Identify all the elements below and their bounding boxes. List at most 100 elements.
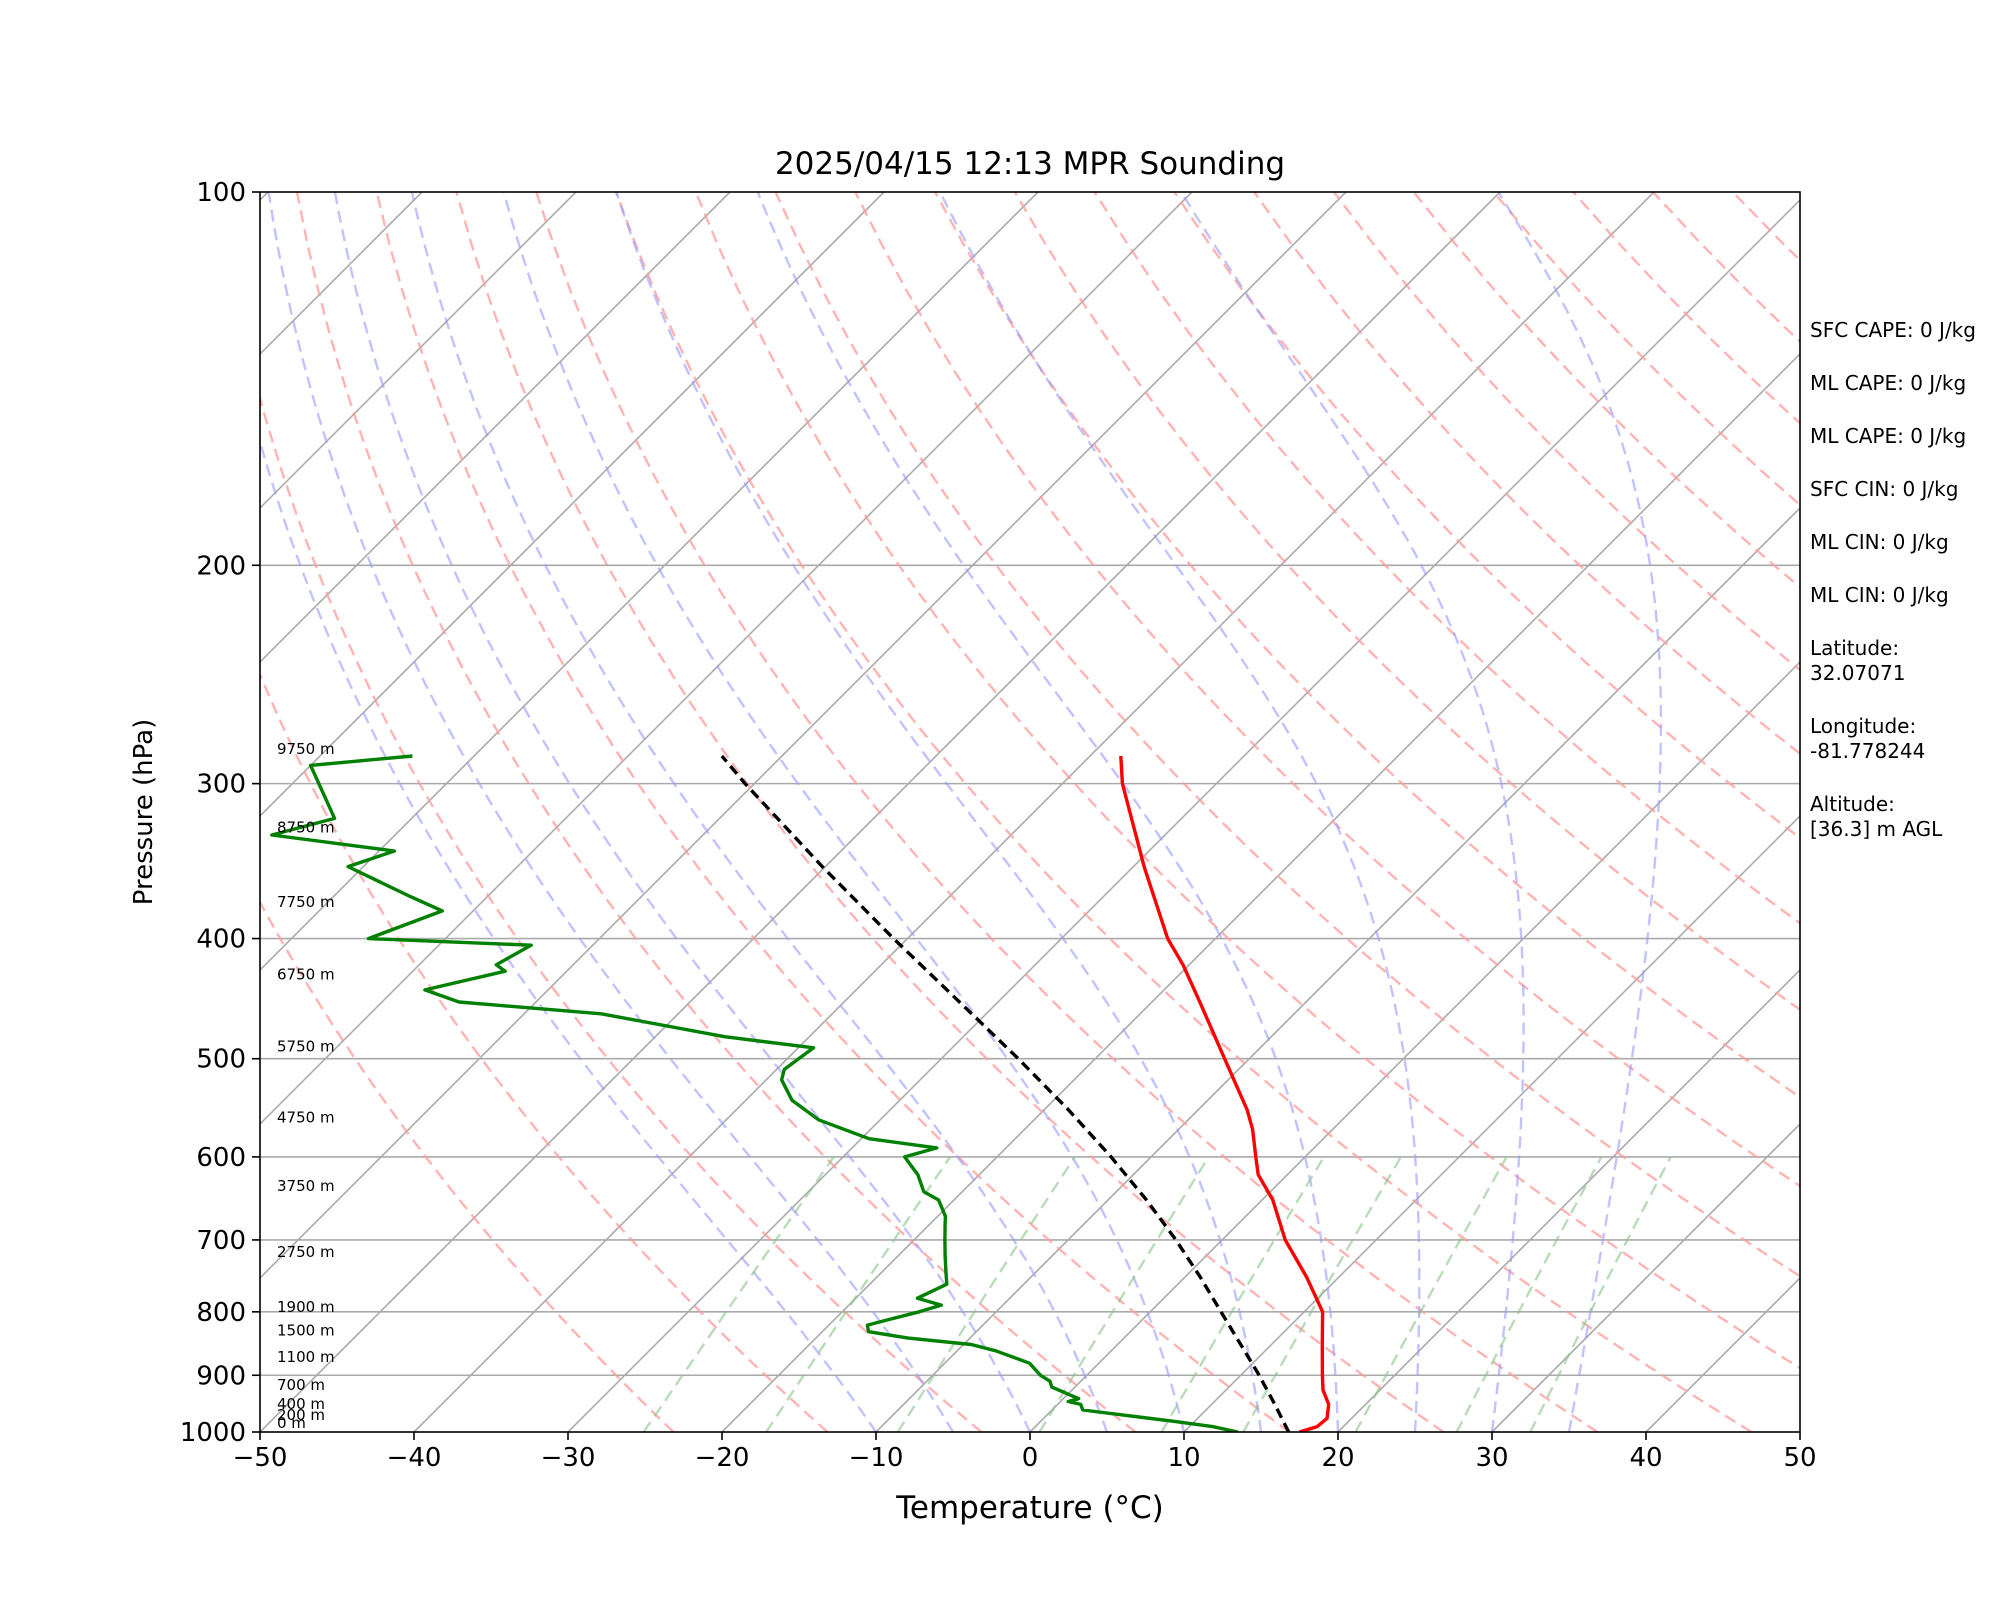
y-tick-label: 600 [196, 1143, 246, 1173]
isotherm-line [260, 192, 1193, 1126]
mixing-ratio-line [896, 1156, 1076, 1432]
dry-adiabat-line [260, 393, 983, 1432]
sounding-traces [270, 754, 1331, 1432]
ml-cin-text: ML CIN: 0 J/kg [1810, 530, 1949, 554]
x-tick-label: −30 [541, 1443, 596, 1473]
dry-adiabat-line [260, 899, 675, 1432]
sounding-series-3 [720, 754, 1291, 1432]
y-tick-label: 400 [196, 925, 246, 955]
dry-adiabat-line [295, 192, 1137, 1432]
moist-adiabat-line [1497, 192, 1663, 1432]
height-label: 5750 m [277, 1037, 335, 1055]
height-label: 400 m [277, 1395, 325, 1413]
sfc-cin-text: SFC CIN: 0 J/kg [1810, 477, 1959, 501]
mixing-ratio-line [642, 1156, 835, 1432]
moist-adiabat-line [756, 192, 1340, 1432]
x-tick-label: −20 [695, 1443, 750, 1473]
x-tick-label: 20 [1321, 1443, 1354, 1473]
moist-adiabat-line [267, 192, 955, 1432]
dry-adiabat-line [1093, 192, 1800, 925]
height-label: 0 m [277, 1414, 306, 1432]
y-tick-label: 700 [196, 1226, 246, 1256]
longitude-block: Longitude: -81.778244 [1810, 714, 2000, 764]
latitude-block: Latitude: 32.07071 [1810, 636, 2000, 686]
dry-adiabat-line [535, 192, 1599, 1432]
isotherm-line [1491, 1122, 1800, 1432]
moist-adiabat-line [260, 437, 877, 1432]
moist-adiabat-line [615, 192, 1263, 1432]
isotherm-line [875, 506, 1800, 1432]
height-label: 6750 m [277, 966, 335, 984]
height-label: 200 m [277, 1406, 325, 1424]
y-tick-label: 300 [196, 770, 246, 800]
dry-adiabat-line [375, 192, 1291, 1432]
x-tick-label: −50 [233, 1443, 288, 1473]
moist-adiabat-line [502, 192, 1186, 1432]
height-label: 1100 m [277, 1348, 335, 1366]
sfc-cape-text: SFC CAPE: 0 J/kg [1810, 318, 1976, 342]
x-tick-label: 30 [1475, 1443, 1508, 1473]
sounding-series-2 [270, 754, 1239, 1432]
isotherm-line [260, 192, 885, 818]
isotherm-line [1337, 968, 1800, 1432]
ml-cape-text: ML CAPE: 0 J/kg [1810, 371, 1967, 395]
y-tick-label: 1000 [180, 1418, 246, 1448]
longitude-value: -81.778244 [1810, 739, 1926, 763]
latitude-value: 32.07071 [1810, 661, 1906, 685]
height-label: 1900 m [277, 1298, 335, 1316]
x-tick-label: 40 [1629, 1443, 1662, 1473]
ml-cape-text-2: ML CAPE: 0 J/kg [1810, 424, 1967, 448]
x-tick-label: 10 [1167, 1443, 1200, 1473]
isotherm-line [1183, 814, 1800, 1432]
dry-adiabat-line [614, 192, 1753, 1432]
x-axis-label: Temperature (°C) [895, 1490, 1164, 1526]
dry-adiabat-line [694, 192, 1800, 1370]
moist-adiabat-line [333, 192, 1032, 1432]
background-grid [0, 192, 1800, 1432]
y-tick-label: 900 [196, 1361, 246, 1391]
dry-adiabat-line [455, 192, 1445, 1432]
x-tick-label: 0 [1022, 1443, 1039, 1473]
moist-adiabat-line [410, 192, 1109, 1432]
mixing-ratio-line [1529, 1156, 1672, 1432]
height-label: 700 m [277, 1376, 325, 1394]
mixing-ratio-line [1354, 1156, 1508, 1432]
chart-title: 2025/04/15 12:13 MPR Sounding [775, 146, 1285, 182]
mixing-ratio-line [1160, 1156, 1326, 1432]
height-label: 9750 m [277, 740, 335, 758]
x-tick-label: −10 [849, 1443, 904, 1473]
isotherm-line [567, 198, 1800, 1432]
height-label: 3750 m [277, 1177, 335, 1195]
isotherm-line [260, 192, 731, 664]
isotherm-line [0, 192, 114, 1432]
altitude-value: [36.3] m AGL [1810, 817, 1943, 841]
y-axis-label: Pressure (hPa) [129, 719, 159, 906]
ml-cin-text-2: ML CIN: 0 J/kg [1810, 583, 1949, 607]
altitude-label: Altitude: [1810, 792, 1895, 816]
y-axis-ticks: 1000 900 800 700 600 500 400 300 200 100 [180, 178, 260, 1448]
isotherm-line [260, 192, 1347, 1280]
sounding-series-1 [1119, 755, 1331, 1432]
height-label: 7750 m [277, 893, 335, 911]
dry-adiabat-line [260, 671, 829, 1432]
y-tick-label: 500 [196, 1045, 246, 1075]
moist-adiabat-line [1180, 192, 1525, 1432]
x-tick-label: −40 [387, 1443, 442, 1473]
latitude-label: Latitude: [1810, 636, 1900, 660]
y-tick-label: 800 [196, 1298, 246, 1328]
plot-frame [259, 191, 1801, 1433]
dry-adiabat-line [774, 192, 1800, 1278]
mixing-ratio-line [1038, 1156, 1210, 1432]
isotherm-line [413, 192, 1655, 1432]
isotherm-line [721, 352, 1800, 1432]
isotherm-line [260, 192, 1039, 972]
mixing-ratio-line [1242, 1156, 1402, 1432]
dry-adiabat-line [1173, 192, 1800, 840]
height-label: 4750 m [277, 1108, 335, 1126]
mixing-ratio-line [1455, 1156, 1603, 1432]
x-tick-label: 50 [1783, 1443, 1816, 1473]
isotherm-line [1029, 660, 1800, 1432]
height-label: 2750 m [277, 1243, 335, 1261]
